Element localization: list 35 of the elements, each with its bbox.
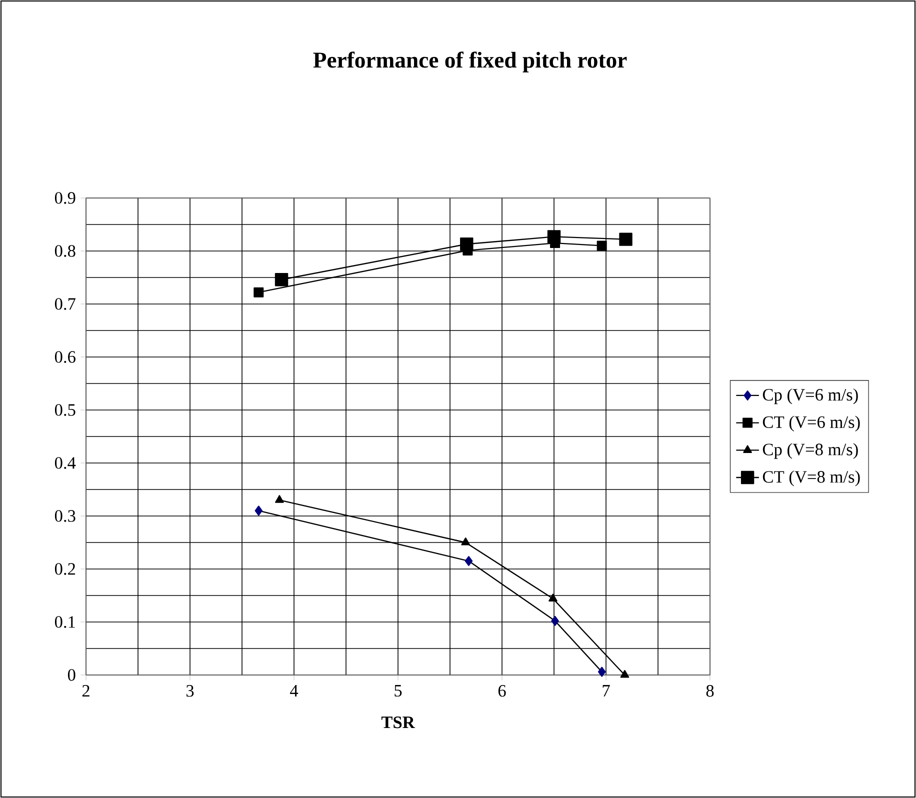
point <box>254 287 264 298</box>
point <box>620 670 630 678</box>
y-tick-label: 0.3 <box>54 510 76 522</box>
x-tick-label: 3 <box>186 685 194 697</box>
legend-label: CT (V=6 m/s) <box>762 416 860 432</box>
point <box>275 495 284 503</box>
point <box>619 232 632 246</box>
chart-title: Performance of fixed pitch rotor <box>313 52 627 72</box>
x-tick-label: 6 <box>498 685 506 697</box>
legend-label: Cp (V=8 m/s) <box>762 443 858 459</box>
point <box>598 666 606 677</box>
y-tick-label: 0.9 <box>54 192 76 204</box>
point <box>551 616 559 626</box>
x-tick-label: 5 <box>394 685 402 697</box>
y-tick-label: 0.4 <box>54 457 76 469</box>
legend-label: Cp (V=6 m/s) <box>762 388 858 404</box>
y-tick-label: 0.7 <box>54 298 76 310</box>
x-tick-label: 8 <box>706 685 714 697</box>
legend-label: CT (V=8 m/s) <box>762 470 860 486</box>
x-axis-title: TSR <box>381 716 416 728</box>
y-tick-label: 0.5 <box>54 404 76 416</box>
point <box>548 594 558 602</box>
y-tick-label: 0.1 <box>54 616 75 628</box>
point <box>254 506 263 516</box>
point <box>274 273 288 286</box>
y-tick-label: 0.6 <box>54 351 76 363</box>
point <box>461 537 470 546</box>
x-tick-label: 4 <box>290 685 298 696</box>
y-tick-label: 0.2 <box>54 563 76 575</box>
y-tick-label: 0.8 <box>54 245 76 257</box>
y-tick-label: 0 <box>68 669 76 681</box>
x-tick-label: 7 <box>602 685 610 696</box>
point <box>464 556 473 566</box>
x-tick-label: 2 <box>82 685 90 697</box>
point <box>596 240 607 251</box>
